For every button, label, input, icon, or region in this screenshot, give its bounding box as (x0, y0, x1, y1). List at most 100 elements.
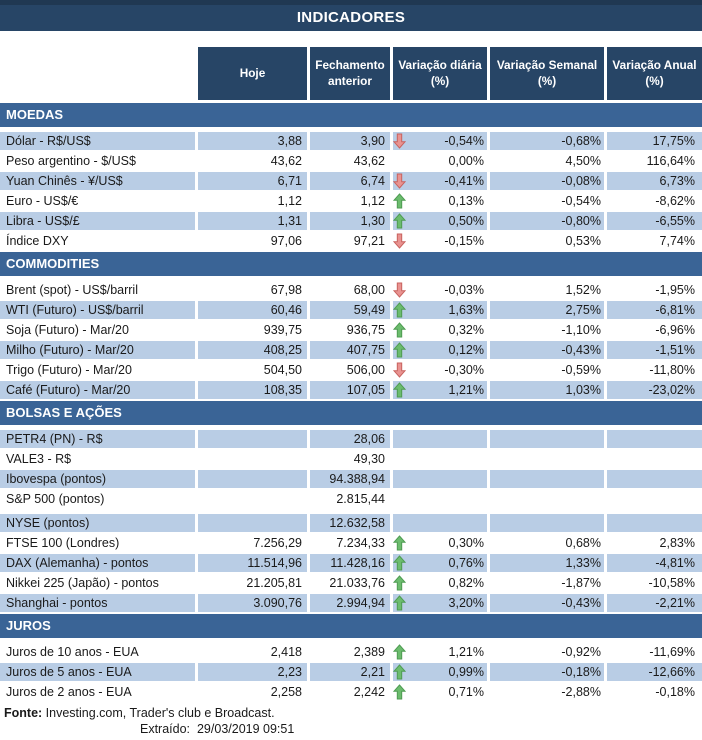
row-label: FTSE 100 (Londres) (6, 536, 120, 550)
table-row[interactable]: Índice DXY 97,06 97,21 -0,15% 0,53% 7,74… (0, 232, 702, 252)
variacao-diaria-value: -0,41% (444, 174, 484, 188)
source-text: Investing.com, Trader's club e Broadcast… (42, 706, 275, 720)
cell-fechamento-anterior: 97,21 (353, 234, 385, 248)
variacao-diaria-value: 0,50% (448, 214, 484, 228)
source-line: Fonte: Investing.com, Trader's club e Br… (0, 705, 702, 721)
table-row[interactable]: Café (Futuro) - Mar/20 108,35 107,05 1,2… (0, 381, 702, 401)
cell-variacao-diaria: 0,30% (393, 534, 487, 552)
trend-arrow-slot (393, 555, 410, 571)
cell-hoje: 1,12 (277, 194, 302, 208)
row-label: S&P 500 (pontos) (6, 492, 105, 506)
row-label: Juros de 5 anos - EUA (0, 663, 195, 681)
cell-variacao-semanal: -0,92% (561, 645, 601, 659)
cell-variacao-anual: 7,74% (659, 234, 695, 248)
row-label: Nikkei 225 (Japão) - pontos (6, 576, 159, 590)
table-row[interactable]: Brent (spot) - US$/barril 67,98 68,00 -0… (0, 281, 702, 301)
cell-variacao-semanal: -0,43% (490, 594, 604, 612)
cell-variacao-diaria (393, 470, 487, 488)
cell-variacao-diaria (393, 514, 487, 532)
trend-arrow-slot (393, 644, 410, 660)
cell-variacao-anual (607, 430, 702, 448)
table-row[interactable]: WTI (Futuro) - US$/barril 60,46 59,49 1,… (0, 301, 702, 321)
row-label: Soja (Futuro) - Mar/20 (6, 323, 129, 337)
trend-arrow-slot (393, 213, 410, 229)
trend-down-icon (393, 362, 406, 378)
variacao-diaria-value: 3,20% (448, 596, 484, 610)
cell-fechamento-anterior: 506,00 (346, 363, 385, 377)
cell-fechamento-anterior: 6,74 (310, 172, 390, 190)
cell-variacao-semanal (490, 490, 604, 508)
cell-hoje: 3,88 (198, 132, 307, 150)
variacao-diaria-value: 1,21% (448, 645, 484, 659)
cell-fechamento-anterior: 7.234,33 (336, 536, 385, 550)
table-row[interactable]: Milho (Futuro) - Mar/20 408,25 407,75 0,… (0, 341, 702, 361)
table-row[interactable]: Juros de 5 anos - EUA 2,23 2,21 0,99% -0… (0, 663, 702, 683)
cell-variacao-anual: -2,21% (607, 594, 702, 612)
cell-variacao-diaria: 0,12% (393, 341, 487, 359)
table-row[interactable]: FTSE 100 (Londres) 7.256,29 7.234,33 0,3… (0, 534, 702, 554)
cell-variacao-semanal: -1,87% (561, 576, 601, 590)
column-header-hoje: Hoje (198, 47, 307, 100)
cell-hoje: 1,31 (198, 212, 307, 230)
variacao-diaria-value: 0,00% (448, 154, 484, 168)
table-row[interactable]: Shanghai - pontos 3.090,76 2.994,94 3,20… (0, 594, 702, 614)
cell-hoje: 3.090,76 (198, 594, 307, 612)
section-rows: Brent (spot) - US$/barril 67,98 68,00 -0… (0, 281, 702, 401)
cell-variacao-semanal: -2,88% (561, 685, 601, 699)
table-row[interactable]: Peso argentino - $/US$ 43,62 43,62 0,00%… (0, 152, 702, 172)
cell-fechamento-anterior: 59,49 (310, 301, 390, 319)
source-label: Fonte: (4, 706, 43, 720)
table-row[interactable]: VALE3 - R$ 49,30 (0, 450, 702, 470)
table-row[interactable]: Dólar - R$/US$ 3,88 3,90 -0,54% -0,68% 1… (0, 132, 702, 152)
table-row[interactable]: Euro - US$/€ 1,12 1,12 0,13% -0,54% -8,6… (0, 192, 702, 212)
cell-hoje: 11.514,96 (198, 554, 307, 572)
extracted-timestamp: 29/03/2019 09:51 (196, 722, 295, 736)
row-label: NYSE (pontos) (0, 514, 195, 532)
cell-variacao-semanal: -0,18% (490, 663, 604, 681)
table-row[interactable]: Juros de 2 anos - EUA 2,258 2,242 0,71% … (0, 683, 702, 703)
cell-variacao-diaria: -0,30% (393, 361, 487, 379)
cell-hoje (198, 470, 307, 488)
cell-hoje: 7.256,29 (253, 536, 302, 550)
trend-arrow-slot (393, 535, 410, 551)
table-row[interactable]: DAX (Alemanha) - pontos 11.514,96 11.428… (0, 554, 702, 574)
cell-variacao-anual (607, 490, 702, 508)
cell-variacao-diaria: 0,00% (393, 152, 487, 170)
cell-fechamento-anterior: 49,30 (353, 452, 385, 466)
cell-fechamento-anterior: 11.428,16 (310, 554, 390, 572)
table-row[interactable]: Ibovespa (pontos) 94.388,94 (0, 470, 702, 490)
row-label: Shanghai - pontos (0, 594, 195, 612)
trend-up-icon (393, 595, 406, 611)
cell-variacao-diaria: -0,15% (393, 232, 487, 250)
trend-arrow-slot (393, 233, 410, 249)
trend-down-icon (393, 173, 406, 189)
table-row[interactable]: Juros de 10 anos - EUA 2,418 2,389 1,21%… (0, 643, 702, 663)
variacao-diaria-value: 0,12% (448, 343, 484, 357)
trend-up-icon (393, 322, 406, 338)
table-row[interactable]: Soja (Futuro) - Mar/20 939,75 936,75 0,3… (0, 321, 702, 341)
table-row[interactable]: PETR4 (PN) - R$ 28,06 (0, 430, 702, 450)
row-label: Ibovespa (pontos) (0, 470, 195, 488)
cell-variacao-semanal: -0,59% (561, 363, 601, 377)
cell-variacao-anual: 116,64% (646, 154, 695, 168)
trend-arrow-slot (393, 684, 410, 700)
cell-variacao-anual: -0,18% (655, 685, 695, 699)
cell-variacao-semanal: -1,10% (561, 323, 601, 337)
variacao-diaria-value: 1,63% (448, 303, 484, 317)
cell-variacao-anual: -11,80% (649, 363, 695, 377)
row-label: WTI (Futuro) - US$/barril (0, 301, 195, 319)
table-row[interactable]: Libra - US$/£ 1,31 1,30 0,50% -0,80% -6,… (0, 212, 702, 232)
trend-arrow-slot (393, 595, 410, 611)
trend-down-icon (393, 282, 406, 298)
table-row[interactable]: Yuan Chinês - ¥/US$ 6,71 6,74 -0,41% -0,… (0, 172, 702, 192)
cell-variacao-anual: -6,96% (655, 323, 695, 337)
indicator-section: BOLSAS E AÇÕES PETR4 (PN) - R$ 28,06 VAL… (0, 401, 702, 614)
cell-variacao-semanal (490, 470, 604, 488)
table-row[interactable]: NYSE (pontos) 12.632,58 (0, 514, 702, 534)
row-label: Yuan Chinês - ¥/US$ (0, 172, 195, 190)
cell-variacao-anual: -11,69% (649, 645, 695, 659)
table-row[interactable]: Nikkei 225 (Japão) - pontos 21.205,81 21… (0, 574, 702, 594)
row-label: Café (Futuro) - Mar/20 (0, 381, 195, 399)
table-row[interactable]: S&P 500 (pontos) 2.815,44 (0, 490, 702, 510)
table-row[interactable]: Trigo (Futuro) - Mar/20 504,50 506,00 -0… (0, 361, 702, 381)
